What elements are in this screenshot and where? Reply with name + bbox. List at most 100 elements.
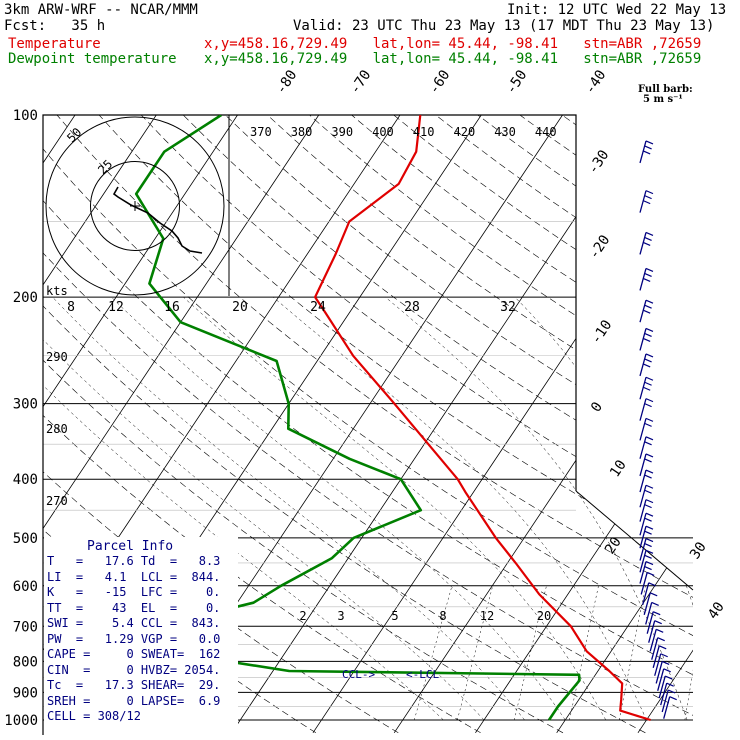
plot-frame	[42, 114, 577, 735]
isotherm	[475, 115, 693, 734]
wind-barb-flag	[644, 458, 652, 463]
isotherm	[637, 115, 693, 734]
wind-barb-flag	[642, 309, 651, 314]
wind-barb-flag	[644, 381, 652, 386]
wind-barb	[639, 353, 654, 377]
wind-barb-flag	[652, 611, 661, 616]
wind-barb-flag	[644, 566, 652, 571]
wind-barb-flag	[644, 489, 652, 494]
wind-barb-flag	[642, 241, 651, 246]
wind-barb-staff	[639, 513, 647, 536]
dry-adiabat	[98, 115, 693, 734]
wind-barb	[639, 453, 654, 477]
parcel-info-panel: Parcel Info T = 17.6 Td = 8.3 LI = 4.1 LC…	[47, 539, 233, 725]
wind-barb-staff	[639, 190, 647, 213]
mixing-ratio-label-8: 8	[439, 609, 446, 623]
wind-barb-staff	[639, 268, 647, 291]
wind-barb-flag	[661, 660, 670, 665]
wind-barb-staff	[639, 485, 647, 508]
theta-label-390: 390	[331, 125, 353, 139]
wind-barb	[658, 675, 673, 699]
parcel-info-row: SWI = 5.4 CCL = 843.	[47, 616, 221, 630]
wind-barb-staff	[640, 572, 648, 595]
parcel-info-row: CIN = 0 HVBZ= 2054.	[47, 662, 221, 677]
mixing-ratio-label-5: 5	[391, 609, 398, 623]
parcel-info-title: Parcel Info	[87, 539, 174, 554]
wind-barb	[639, 436, 654, 459]
wind-barb-flag	[667, 689, 676, 694]
wind-barb-flag	[645, 469, 654, 474]
hodograph-speed-label-16: 16	[164, 300, 180, 315]
wind-barb-flag	[645, 231, 654, 236]
wind-barb	[661, 689, 676, 713]
hodograph-speed-label-28: 28	[404, 300, 420, 315]
wind-barb	[639, 549, 654, 573]
wind-barb-staff	[639, 561, 647, 584]
wind-barb-flag	[657, 637, 665, 642]
parcel-info-row: Tc = 17.3 SHEAR= 29.	[47, 678, 221, 692]
hodograph-speed-label-32: 32	[500, 300, 516, 315]
wind-barb-flag	[651, 601, 659, 606]
wind-barb-flag	[644, 236, 652, 241]
wind-barb	[652, 645, 667, 669]
barb-legend-line1: Full barb:	[638, 84, 693, 95]
parcel-info-row: CAPE = 0 SWEAT= 162	[47, 647, 221, 661]
parcel-info-row: LI = 4.1 LCL = 844.	[47, 569, 221, 584]
parcel-info-row: K = -15 LFC = 0.	[47, 585, 221, 599]
parcel-info-row: PW = 1.29 VGP = 0.0	[47, 631, 221, 646]
wind-barb	[639, 469, 654, 493]
pressure-label-900: 900	[13, 685, 38, 701]
dry-adiabat	[43, 115, 693, 734]
parcel-info-row: TT = 43 EL = 0.	[47, 600, 221, 615]
temperature-legend: Temperature	[8, 36, 101, 52]
wind-barb-flag	[644, 517, 652, 522]
dry-adiabat	[43, 115, 317, 734]
wind-barb-flag	[642, 150, 651, 155]
dewpoint-profile	[134, 115, 581, 721]
theta-label-280: 280	[46, 422, 68, 436]
mixing-ratio-line	[618, 585, 646, 721]
mixing-ratio-line	[414, 585, 453, 721]
dry-adiabat	[519, 115, 693, 734]
wind-barb-staff	[639, 550, 647, 573]
temperature-location-info: x,y=458.16,729.49 lat,lon= 45.44, -98.41…	[204, 36, 702, 52]
isotherm-label-30: 30	[687, 539, 710, 562]
mixing-ratio-label-3: 3	[337, 609, 344, 623]
theta-label-290: 290	[46, 350, 68, 364]
wind-barb	[639, 537, 654, 561]
parcel-info-rows: T = 17.6 Td = 8.3 LI = 4.1 LCL = 844. K = …	[47, 554, 233, 725]
wind-barb	[639, 525, 654, 549]
wind-barb-flag	[644, 332, 652, 337]
wind-barb	[639, 267, 654, 291]
wind-barb	[639, 376, 654, 400]
mixing-ratio-line	[684, 585, 693, 721]
wind-barb	[639, 231, 654, 255]
wind-barb-flag	[645, 140, 654, 145]
moist-adiabat	[514, 296, 693, 721]
isotherm-label--10: -10	[588, 317, 615, 347]
theta-label-430: 430	[494, 125, 516, 139]
wind-barb-flag	[644, 145, 652, 150]
wind-barb-flag	[645, 376, 654, 381]
wind-barb-staff	[639, 328, 647, 351]
isotherm	[43, 115, 338, 734]
isotherm-label-40: 40	[705, 599, 728, 622]
wind-barb-flag	[642, 363, 651, 368]
wind-barb-flag	[649, 592, 658, 597]
dry-adiabat	[603, 115, 693, 734]
wind-barb-flag	[645, 267, 654, 273]
isotherm-label--30: -30	[585, 147, 612, 177]
wind-barb-flag	[644, 304, 652, 309]
wind-barb-flag	[644, 554, 652, 559]
theta-label-270: 270	[46, 494, 68, 508]
hodograph-speed-label-24: 24	[310, 300, 326, 315]
wind-barb-flag	[645, 525, 654, 530]
wind-barb	[648, 620, 662, 643]
wind-barb-staff	[642, 582, 650, 605]
wind-barb-staff	[639, 453, 647, 477]
wind-barb	[639, 499, 654, 522]
temperature-profile	[314, 115, 651, 722]
wind-barb-staff	[639, 398, 647, 421]
wind-barb-staff	[654, 653, 662, 676]
